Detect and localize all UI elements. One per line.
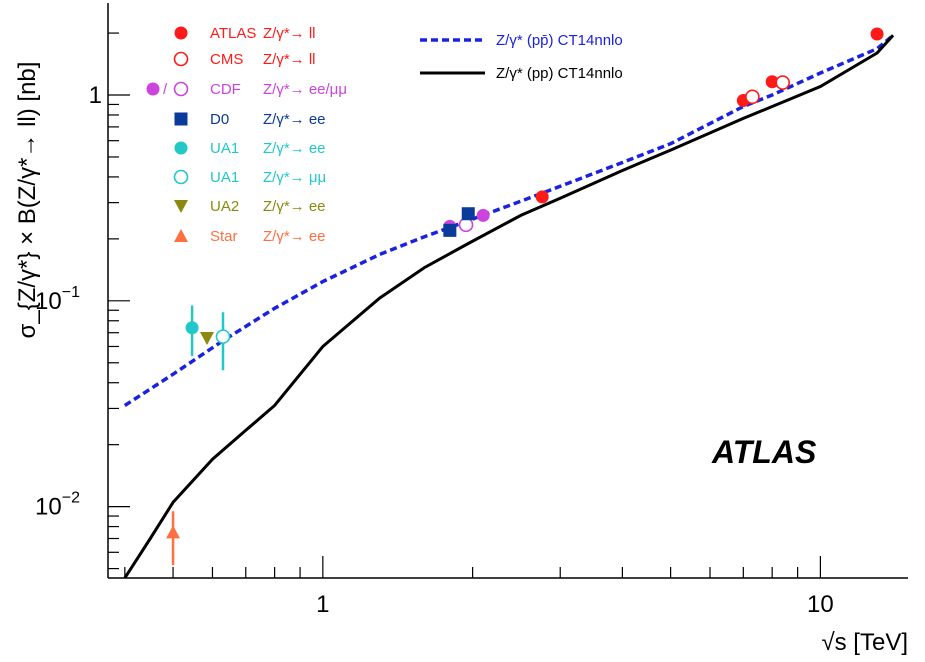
legend-marker [174, 200, 188, 213]
theory-curves [123, 33, 895, 578]
ua1-data-point [185, 321, 199, 335]
x-tick-label: 10 [807, 591, 834, 618]
legend-process: Z/γ*→ ee [263, 228, 326, 245]
legend-process: Z/γ*→ ee [263, 111, 326, 128]
legend-process: Z/γ*→ ll [263, 51, 316, 68]
legend-label: CMS [210, 51, 243, 68]
atlas-data-point [870, 27, 884, 41]
star-data-point [166, 525, 181, 539]
legend-curve-label: Z/γ* (pp) CT14nnlo [496, 65, 623, 82]
pp-theory-curve [123, 34, 895, 578]
legend-marker [146, 82, 160, 96]
x-tick-label: 1 [316, 591, 329, 618]
legend-label: Star [210, 228, 238, 245]
cms-data-point [745, 89, 760, 105]
legend-curve-label: Z/γ* (pp̄) CT14nnlo [496, 32, 623, 49]
cdf-data-point [476, 208, 490, 222]
legend-marker [174, 229, 188, 242]
ua2-data-point [199, 331, 214, 345]
atlas-label: ATLAS [711, 434, 817, 470]
cms-data-point [775, 75, 791, 90]
legend-marker [173, 51, 189, 67]
legend-label: UA1 [210, 169, 239, 186]
legend-process: Z/γ*→ ee [263, 198, 326, 215]
legend-marker [174, 141, 188, 155]
y-tick-label: 1 [89, 82, 102, 109]
legend-label: UA2 [210, 198, 239, 215]
legend-process: Z/γ*→ ee/μμ [263, 81, 347, 98]
x-axis-title: √s [TeV] [821, 629, 908, 656]
axes: 1 10 10−2 10−1 1 √s [TeV] σ_{Z/γ*} × B(Z/γ*→ l… [14, 3, 908, 656]
data-markers [166, 27, 884, 566]
atlas-data-point [765, 75, 779, 89]
legend-label: ATLAS [210, 25, 256, 42]
legend-label: UA1 [210, 140, 239, 157]
legend-marker [173, 81, 189, 97]
y-tick-label: 10−1 [35, 284, 80, 315]
legend-process: Z/γ*→ ee [263, 140, 326, 157]
legend-separator: / [163, 81, 168, 98]
legend-process: Z/γ*→ ll [263, 25, 316, 42]
ua1-data-point [215, 329, 231, 344]
legend-marker [174, 26, 188, 40]
legend-marker [173, 169, 189, 185]
d0-data-point [443, 223, 457, 237]
legend: ATLAS Z/γ*→ ll CMS Z/γ*→ ll / CDF Z/γ*→ ee/μμ D… [146, 25, 623, 245]
y-tick-label: 10−2 [35, 490, 80, 521]
atlas-data-point [535, 190, 549, 204]
d0-data-point [461, 207, 475, 221]
legend-marker [174, 112, 188, 126]
legend-label: D0 [210, 111, 229, 128]
cdf-data-point [458, 217, 474, 233]
y-axis-title: σ_{Z/γ*} × B(Z/γ*→ ll) [nb] [14, 62, 41, 339]
ppbar-theory-curve [123, 33, 895, 407]
legend-process: Z/γ*→ μμ [263, 169, 326, 186]
legend-label: CDF [210, 81, 241, 98]
